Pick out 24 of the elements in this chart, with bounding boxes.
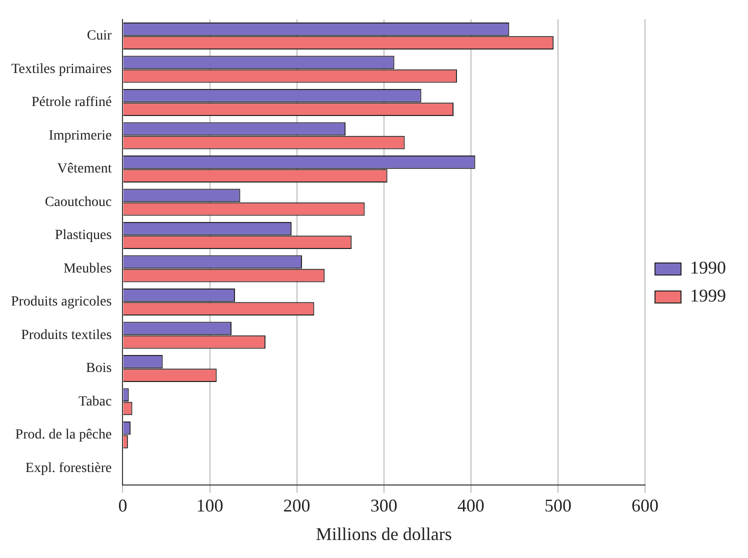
y-tick-label: Meubles: [63, 261, 112, 276]
y-tick-label: Imprimerie: [48, 128, 112, 144]
y-tick-label: Caoutchouc: [44, 194, 112, 210]
y-tick-label: Pétrole raffiné: [31, 95, 112, 110]
y-tick-label: Plastiques: [54, 228, 112, 244]
x-tick-label: 0: [118, 495, 128, 516]
x-tick-label: 600: [632, 495, 658, 516]
y-tick-label: Cuir: [86, 28, 112, 44]
y-tick-label: Produits agricoles: [10, 294, 112, 310]
y-tick-label: Bois: [86, 361, 112, 376]
x-axis-title: Millions de dollars: [316, 524, 452, 544]
legend-label: 1990: [690, 258, 726, 278]
x-tick-label: 400: [457, 495, 484, 516]
y-tick-label: Prod. de la pêche: [15, 428, 112, 443]
y-tick-label: Expl. forestière: [25, 460, 112, 476]
x-tick-label: 200: [283, 495, 310, 516]
x-tick-label: 100: [196, 495, 224, 516]
x-tick-label: 500: [544, 495, 572, 516]
x-tick-label: 300: [370, 495, 398, 516]
y-tick-label: Produits textiles: [21, 328, 112, 343]
y-tick-label: Textiles primaires: [11, 62, 112, 77]
y-tick-label: Vêtement: [57, 162, 112, 177]
y-tick-label: Tabac: [78, 394, 112, 410]
legend-label: 1999: [690, 286, 726, 306]
